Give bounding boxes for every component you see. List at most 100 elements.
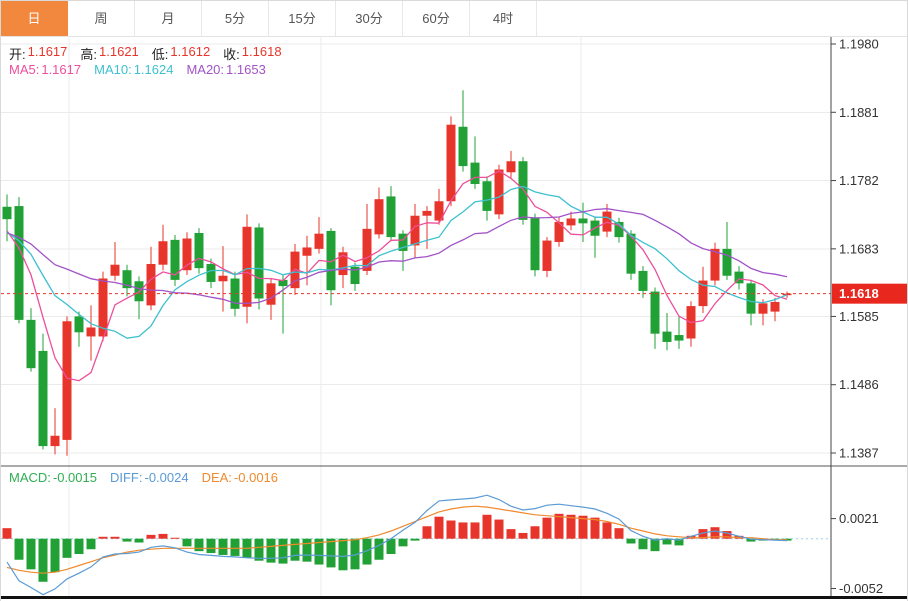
candle-body	[146, 264, 156, 306]
macd-hist-bar	[590, 517, 600, 539]
tab-month[interactable]: 月	[135, 1, 202, 36]
dea-line	[6, 505, 787, 574]
candle-body	[458, 126, 468, 167]
macd-hist-bar	[494, 519, 504, 539]
timeframe-tabbar: 日 周 月 5分 15分 30分 60分 4时	[1, 1, 907, 37]
price-axis-label: 1.1782	[839, 173, 879, 188]
candle-body	[674, 335, 684, 341]
macd-hist-bar	[710, 527, 720, 539]
macd-hist-bar	[182, 538, 192, 547]
candle-body	[782, 293, 792, 296]
tab-60min[interactable]: 60分	[403, 1, 470, 36]
macd-hist-bar	[74, 538, 84, 555]
gridlines	[1, 37, 831, 596]
macd-hist-bar	[86, 538, 96, 550]
ma10-line	[6, 185, 788, 339]
macd-hist-bar	[422, 526, 432, 539]
macd-hist-bar	[122, 538, 132, 542]
macd-hist-bar	[50, 538, 60, 573]
tab-week[interactable]: 周	[68, 1, 135, 36]
macd-hist-bar	[638, 538, 648, 550]
macd-axis-label: -0.0052	[839, 581, 883, 596]
macd-hist-bar	[470, 522, 480, 539]
macd-hist-bar	[218, 538, 228, 555]
candle-body	[638, 270, 648, 291]
macd-hist-bar	[542, 517, 552, 539]
tab-day[interactable]: 日	[1, 1, 68, 36]
candle-body	[62, 321, 72, 440]
macd-hist-bar	[254, 538, 264, 561]
candle-body	[194, 232, 204, 269]
candle-body	[26, 319, 36, 369]
candle-body	[50, 435, 60, 447]
candle-body	[530, 217, 540, 271]
macd-hist-bar	[602, 522, 612, 539]
macd-hist-bar	[170, 537, 180, 539]
macd-hist-bar	[566, 514, 576, 539]
candle-body	[542, 240, 552, 271]
candle-body	[482, 181, 492, 211]
macd-hist-bar	[290, 538, 300, 561]
macd-hist-bar	[62, 538, 72, 558]
candle-body	[338, 252, 348, 276]
macd-hist-bar	[2, 528, 12, 539]
candle-body	[98, 278, 108, 337]
macd-hist-bar	[194, 538, 204, 552]
macd-hist-bar	[278, 538, 288, 564]
candle-body	[170, 239, 180, 280]
bottom-border-bar	[1, 596, 907, 599]
candle-body	[578, 218, 588, 224]
macd-hist-bar	[578, 515, 588, 539]
candle-body	[758, 303, 768, 314]
price-axis-label: 1.1683	[839, 241, 879, 256]
macd-hist-bar	[626, 538, 636, 544]
price-axis: 1.1980 1.1881 1.1782 1.1683 1.1585 1.1486 1.13…	[831, 37, 907, 596]
macd-hist-bar	[458, 522, 468, 539]
macd-hist-bar	[338, 538, 348, 571]
macd-hist-bar	[230, 538, 240, 556]
macd-hist-bar	[506, 529, 516, 539]
candle-body	[14, 206, 24, 320]
macd-hist-bar	[746, 538, 756, 542]
candle-body	[470, 162, 480, 185]
candle-body	[374, 199, 384, 235]
macd-hist-bar	[266, 538, 276, 563]
macd-axis-label: 0.0021	[839, 511, 879, 526]
candle-body	[446, 124, 456, 202]
price-axis-label: 1.1387	[839, 446, 879, 461]
candlestick-macd-chart[interactable]: 1.1980 1.1881 1.1782 1.1683 1.1585 1.1486 1.13…	[1, 37, 908, 601]
candle-body	[614, 221, 624, 238]
macd-hist-bar	[26, 538, 36, 570]
candle-body	[734, 271, 744, 284]
macd-hist-bar	[158, 533, 168, 539]
macd-hist-bar	[326, 538, 336, 568]
tab-5min[interactable]: 5分	[202, 1, 269, 36]
candle-body	[350, 266, 360, 285]
candle-body	[38, 350, 48, 447]
tab-4hour[interactable]: 4时	[470, 1, 537, 36]
candle-body	[74, 316, 84, 333]
macd-hist-bar	[134, 538, 144, 543]
candle-body	[770, 301, 780, 312]
ma5-line	[6, 170, 788, 382]
price-axis-label: 1.1881	[839, 105, 879, 120]
candle-body	[650, 291, 660, 334]
tab-15min[interactable]: 15分	[269, 1, 336, 36]
macd-hist-bar	[446, 520, 456, 539]
macd-hist-bar	[110, 536, 120, 539]
candle-body	[158, 241, 168, 265]
candle-body	[434, 201, 444, 221]
macd-hist-bar	[698, 529, 708, 539]
macd-hist-bar	[386, 538, 396, 555]
macd-hist-bar	[206, 538, 216, 554]
candle-body	[494, 169, 504, 215]
macd-hist-bar	[98, 536, 108, 539]
candle-body	[110, 264, 120, 276]
candle-body	[326, 230, 336, 291]
tab-30min[interactable]: 30分	[336, 1, 403, 36]
current-price-badge	[832, 283, 907, 304]
macd-hist-bar	[14, 538, 24, 560]
candle-body	[206, 264, 216, 282]
macd-hist-bar	[674, 538, 684, 546]
candle-body	[746, 283, 756, 314]
